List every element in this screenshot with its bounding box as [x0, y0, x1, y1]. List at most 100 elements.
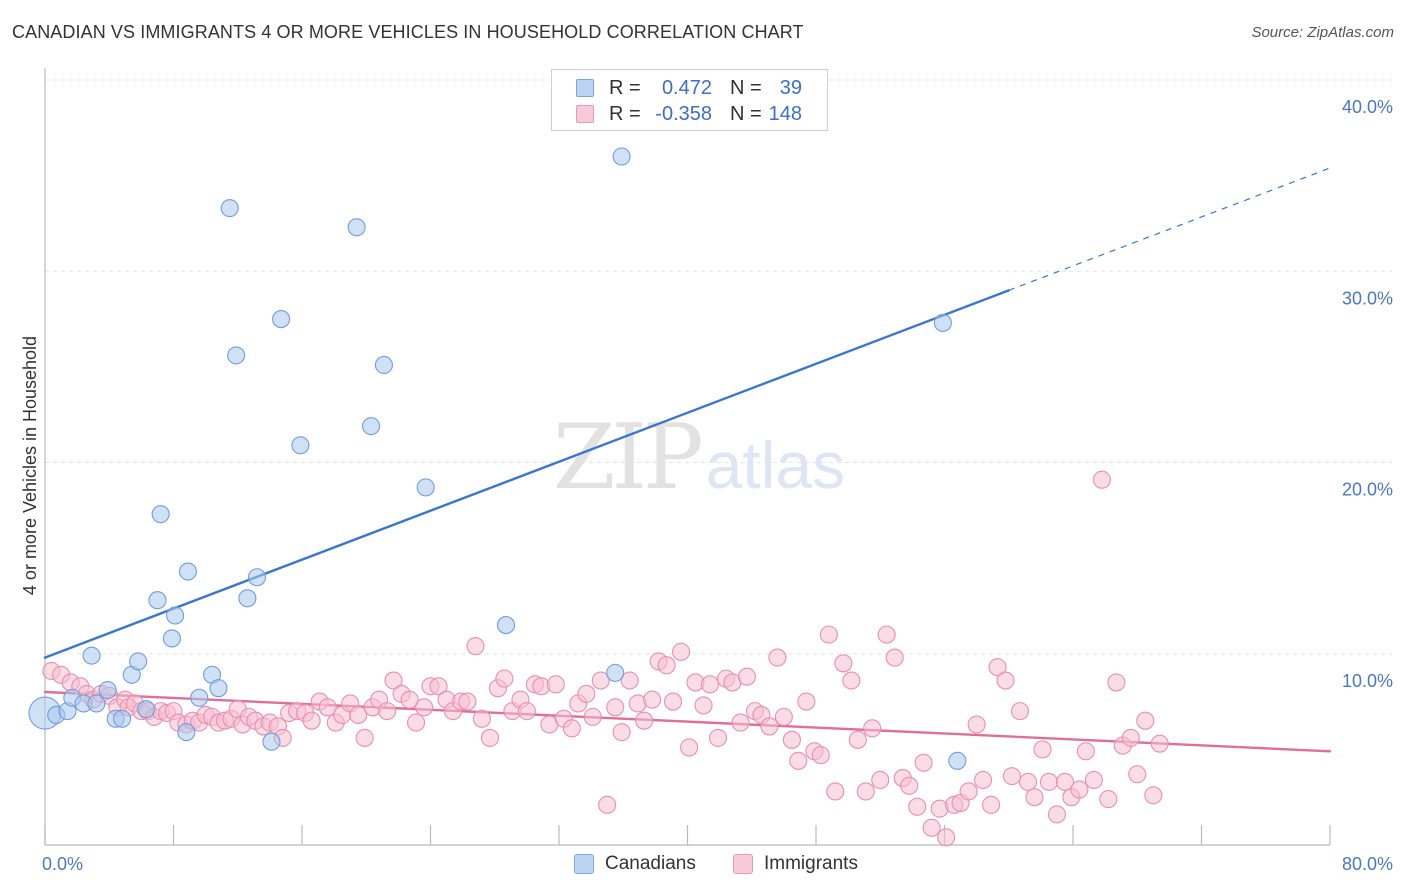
immigrant-point — [826, 782, 845, 801]
immigrant-point — [466, 637, 485, 656]
immigrant-point — [1136, 711, 1155, 730]
immigrant-point — [988, 658, 1007, 677]
immigrant-point — [914, 753, 933, 772]
immigrant-point — [546, 675, 565, 694]
immigrant-point — [612, 723, 631, 742]
canadian-point — [113, 709, 132, 728]
immigrant-point — [583, 707, 602, 726]
immigrant-point — [1039, 772, 1058, 791]
immigrant-point — [1092, 470, 1111, 489]
watermark: ZIPatlas — [553, 405, 845, 510]
immigrant-point — [996, 671, 1015, 690]
immigrant-point — [598, 795, 617, 814]
immigrant-point — [1144, 786, 1163, 805]
legend-n-value: 39 — [779, 77, 802, 99]
immigrant-point — [349, 705, 368, 725]
legend-swatch-canadians — [576, 79, 594, 97]
immigrant-point — [1018, 772, 1038, 791]
canadian-point — [209, 679, 228, 698]
canadian-point — [362, 417, 381, 436]
immigrant-point — [700, 675, 720, 694]
y-tick-label: 20.0% — [1342, 480, 1393, 500]
canadian-point — [98, 681, 117, 700]
immigrant-point — [657, 656, 676, 675]
immigrant-point — [635, 711, 654, 730]
legend-swatch-immigrants — [576, 105, 594, 123]
trend-lines — [43, 167, 1332, 753]
immigrant-point — [694, 696, 713, 715]
y-tick-label: 30.0% — [1342, 288, 1393, 308]
y-axis-title: 4 or more Vehicles in Household — [20, 336, 40, 595]
immigrant-point — [877, 625, 896, 644]
immigrant-point — [577, 684, 596, 703]
canadian-point — [148, 591, 167, 610]
immigrant-point — [562, 719, 581, 738]
immigrant-point — [1076, 742, 1095, 761]
series-immigrants — [42, 470, 1169, 847]
immigrant-point — [1047, 805, 1066, 824]
immigrant-point — [768, 648, 787, 667]
immigrant-point — [415, 698, 434, 717]
y-tick-label: 10.0% — [1342, 671, 1393, 691]
immigrant-point — [863, 719, 882, 738]
immigrant-point — [737, 667, 756, 686]
immigrant-point — [708, 728, 728, 747]
immigrant-point — [1150, 734, 1169, 753]
immigrant-point — [842, 671, 861, 690]
legend-n-value: 148 — [768, 103, 802, 125]
canadian-point — [374, 355, 393, 375]
immigrant-point — [591, 671, 610, 690]
canadian-point — [612, 147, 631, 166]
x-tick-label: 0.0% — [42, 854, 83, 874]
immigrant-point — [1055, 772, 1075, 791]
legend-r-value: -0.358 — [655, 103, 712, 125]
immigrant-point — [495, 669, 514, 688]
canadian-point — [948, 751, 967, 770]
immigrant-point — [1084, 770, 1103, 790]
immigrant-point — [834, 654, 853, 673]
immigrant-point — [1002, 767, 1022, 786]
immigrant-point — [848, 730, 867, 749]
immigrant-point — [606, 698, 625, 717]
immigrant-point — [643, 690, 662, 709]
legend-r-label: R = — [609, 77, 641, 99]
legend-n-label: N = — [730, 103, 762, 125]
immigrant-point — [472, 709, 491, 728]
immigrant-point — [797, 692, 816, 711]
source-label: Source: ZipAtlas.com — [1251, 24, 1394, 41]
legend-row-canadians: R = 0.472 N = 39 — [552, 75, 827, 101]
canadian-point — [496, 616, 516, 635]
immigrant-point — [885, 648, 904, 667]
canadian-point — [238, 589, 257, 608]
watermark-zip: ZIP — [553, 405, 704, 510]
canadian-point — [177, 723, 196, 742]
bottom-legend-label-immigrants: Immigrants — [764, 853, 858, 874]
canadian-point — [291, 436, 310, 455]
canadian-point — [227, 346, 246, 365]
canadian-point — [166, 606, 185, 625]
canadian-point — [87, 694, 106, 713]
immigrant-point — [458, 692, 477, 711]
immigrant-point — [973, 770, 993, 790]
canadian-point — [247, 568, 267, 587]
immigrant-point — [302, 711, 321, 730]
immigrant-point — [782, 730, 801, 749]
immigrant-point — [620, 671, 639, 690]
immigrant-point — [731, 713, 750, 732]
canadian-point — [220, 199, 239, 218]
immigrant-point — [1121, 728, 1140, 747]
immigrant-point — [922, 818, 941, 837]
data-points — [28, 101, 1169, 847]
immigrant-point — [400, 690, 419, 709]
immigrant-point — [871, 770, 890, 790]
immigrant-point — [1033, 740, 1052, 759]
immigrant-point — [1099, 790, 1118, 809]
legend-r-label: R = — [609, 103, 641, 125]
immigrant-point — [789, 751, 808, 770]
immigrant-point — [1070, 780, 1089, 799]
canadian-point — [178, 562, 198, 581]
immigrant-point — [937, 828, 956, 847]
canadian-point — [347, 218, 366, 237]
series-canadians — [28, 101, 967, 770]
chart-title: CANADIAN VS IMMIGRANTS 4 OR MORE VEHICLE… — [12, 22, 804, 42]
